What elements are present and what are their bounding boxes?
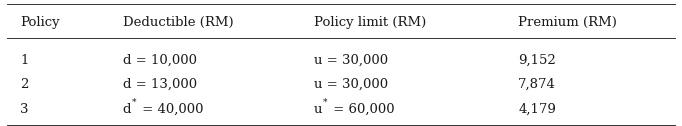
Text: Policy limit (RM): Policy limit (RM) xyxy=(314,16,426,29)
Text: *: * xyxy=(323,98,328,107)
Text: u: u xyxy=(314,103,322,116)
Text: d: d xyxy=(123,103,131,116)
Text: 2: 2 xyxy=(20,78,29,91)
Text: d = 10,000: d = 10,000 xyxy=(123,54,197,67)
Text: *: * xyxy=(132,98,137,107)
Text: 9,152: 9,152 xyxy=(518,54,556,67)
Text: u = 30,000: u = 30,000 xyxy=(314,78,388,91)
Text: Deductible (RM): Deductible (RM) xyxy=(123,16,233,29)
Text: 1: 1 xyxy=(20,54,29,67)
Text: u = 30,000: u = 30,000 xyxy=(314,54,388,67)
Text: Policy: Policy xyxy=(20,16,60,29)
Text: 4,179: 4,179 xyxy=(518,103,557,116)
Text: 7,874: 7,874 xyxy=(518,78,557,91)
Text: 3: 3 xyxy=(20,103,29,116)
Text: = 60,000: = 60,000 xyxy=(329,103,394,116)
Text: d = 13,000: d = 13,000 xyxy=(123,78,197,91)
Text: = 40,000: = 40,000 xyxy=(138,103,203,116)
Text: Premium (RM): Premium (RM) xyxy=(518,16,617,29)
